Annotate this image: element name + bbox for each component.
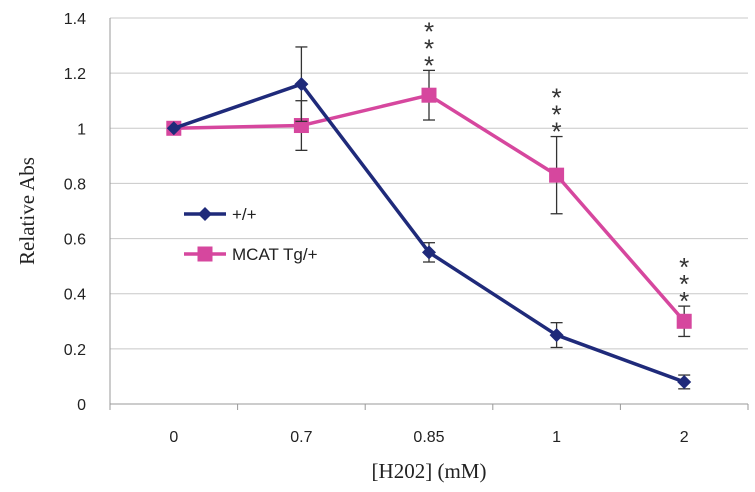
x-tick-label: 2: [680, 429, 689, 446]
x-axis-title: [H202] (mM): [372, 459, 487, 483]
significance-annotation: ***: [679, 252, 689, 316]
data-point: [421, 87, 437, 103]
y-tick-labels: 0 0.2 0.4 0.6 0.8 1 1.2 1.4: [64, 11, 86, 414]
legend-marker: [197, 246, 213, 262]
asterisk: *: [424, 16, 434, 46]
data-point: [677, 374, 692, 389]
y-tick-label: 1: [77, 121, 86, 138]
series-mcat: [166, 69, 692, 338]
legend-item: MCAT Tg/+: [184, 245, 318, 264]
asterisk: *: [424, 50, 434, 80]
x-tick-label: 1: [552, 429, 561, 446]
y-tick-label: 1.4: [64, 11, 86, 28]
asterisk: *: [679, 252, 689, 282]
x-tick-label: 0: [169, 429, 178, 446]
y-tick-label: 0: [77, 397, 86, 414]
data-point: [422, 245, 436, 260]
series-wildtype: [166, 46, 692, 390]
asterisk: *: [552, 83, 562, 113]
series-layer: [166, 46, 692, 390]
data-point: [294, 77, 309, 92]
axes: [109, 18, 748, 405]
data-point: [166, 121, 181, 136]
significance-annotation: ***: [424, 16, 434, 80]
y-tick-label: 1.2: [64, 66, 86, 83]
x-tick-label: 0.7: [290, 429, 312, 446]
significance-annotations: *********: [424, 16, 689, 316]
y-tick-label: 0.8: [64, 176, 86, 193]
legend-item: +/+: [184, 205, 257, 224]
asterisk: *: [552, 100, 562, 130]
asterisk: *: [552, 117, 562, 147]
y-tick-label: 0.6: [64, 232, 86, 249]
x-tick-label: 0.85: [413, 429, 444, 446]
legend-label: MCAT Tg/+: [232, 245, 318, 264]
legend: +/+ MCAT Tg/+: [184, 205, 318, 264]
asterisk: *: [424, 33, 434, 63]
y-axis-title: Relative Abs: [15, 157, 39, 265]
legend-label: +/+: [232, 205, 257, 224]
significance-annotation: ***: [552, 83, 562, 147]
asterisk: *: [679, 286, 689, 316]
y-tick-label: 0.2: [64, 342, 86, 359]
data-point: [676, 313, 692, 329]
legend-marker: [198, 207, 212, 221]
asterisk: *: [679, 269, 689, 299]
x-tick-labels: 0 0.7 0.85 1 2: [109, 404, 749, 446]
data-point: [549, 328, 564, 343]
y-tick-label: 0.4: [64, 287, 86, 304]
data-point: [549, 167, 565, 183]
